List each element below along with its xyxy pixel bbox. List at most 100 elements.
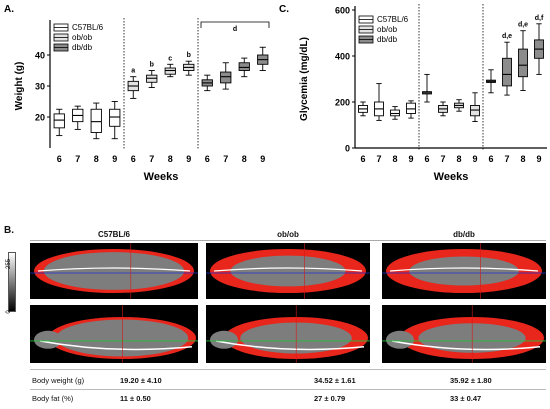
- value-c57bl6: 19.20 ± 4.10: [120, 376, 162, 385]
- significance-letter: b: [187, 52, 191, 59]
- panel-c-label: C.: [279, 4, 289, 15]
- box-dbdb-week-7: [502, 57, 512, 87]
- box-C57BL6-week-8: [90, 108, 102, 133]
- value-obob: 27 ± 0.79: [314, 394, 346, 403]
- spine: [215, 340, 365, 351]
- header-divider: [30, 240, 546, 241]
- spine: [391, 340, 541, 351]
- significance-letter: d,e: [502, 33, 512, 40]
- x-tick-label: 7: [504, 154, 509, 164]
- x-tick-label: 8: [520, 154, 525, 164]
- legend-label: C57BL/6: [377, 15, 409, 24]
- x-tick-label: 7: [223, 154, 228, 164]
- x-tick-label: 8: [242, 154, 247, 164]
- x-tick-label: 9: [112, 154, 117, 164]
- x-tick-label: 9: [408, 154, 413, 164]
- significance-letter: a: [131, 68, 135, 75]
- column-headers: C57BL/6 ob/ob db/db: [30, 230, 546, 242]
- glycemia-boxplot-chart: C. 0 200 400 600 Glycemia (mg/dL) 6 7 8 9 6 7 8 9 6 d,…: [279, 4, 547, 183]
- value-dbdb: 35.92 ± 1.80: [450, 376, 492, 385]
- value-c57bl6: 11 ± 0.50: [120, 394, 151, 403]
- legend-label: ob/ob: [72, 33, 93, 42]
- table-mid-divider: [30, 389, 546, 390]
- x-tick-label: 8: [392, 154, 397, 164]
- significance-letter: d,f: [535, 15, 544, 22]
- row-label: Body fat (%): [32, 394, 74, 403]
- x-axis-label: Weeks: [434, 171, 469, 183]
- tissue-region: [43, 252, 185, 290]
- x-tick-label: 6: [131, 154, 136, 164]
- table-top-divider: [30, 369, 546, 370]
- box-dbdb-week-7: [220, 71, 232, 84]
- ct-coronal-c57bl6: [30, 243, 198, 299]
- spine: [213, 267, 363, 272]
- panel-a-label: A.: [4, 4, 14, 15]
- weight-boxplot-chart: A. 20 30 40 Weight (g) 6 7 8 9 a 6 b 7 c 8 b 9 6 7 8 9 d Week…: [4, 4, 270, 183]
- x-tick-label: 9: [260, 154, 265, 164]
- ct-sagittal-obob: [206, 305, 370, 363]
- box-C57BL6-week-6: [53, 113, 65, 129]
- legend-label: db/db: [377, 35, 398, 44]
- row-label: Body weight (g): [32, 376, 85, 385]
- ct-sagittal-c57bl6: [30, 305, 198, 363]
- x-tick-label: 9: [186, 154, 191, 164]
- ct-coronal-obob: [206, 243, 370, 299]
- table-row-body-fat: Body fat (%) 11 ± 0.50 27 ± 0.79 33 ± 0.…: [30, 394, 546, 406]
- tissue-region: [409, 256, 519, 286]
- x-tick-label: 9: [472, 154, 477, 164]
- ct-coronal-dbdb: [382, 243, 546, 299]
- tissue-region: [230, 255, 346, 287]
- x-tick-label: 6: [424, 154, 429, 164]
- significance-bracket: [200, 21, 270, 28]
- y-tick-label: 30: [35, 82, 45, 92]
- x-tick-label: 6: [57, 154, 62, 164]
- x-tick-label: 8: [94, 154, 99, 164]
- x-tick-label: 7: [149, 154, 154, 164]
- x-tick-label: 6: [488, 154, 493, 164]
- scale-bottom-label: 0: [6, 310, 12, 314]
- box-C57BL6-week-8: [390, 109, 400, 117]
- value-obob: 34.52 ± 1.61: [314, 376, 356, 385]
- x-tick-label: 9: [536, 154, 541, 164]
- significance-letter: b: [150, 62, 154, 69]
- x-tick-label: 8: [456, 154, 461, 164]
- column-header-obob: ob/ob: [277, 230, 299, 239]
- significance-letter: c: [168, 55, 172, 62]
- column-header-c57bl6: C57BL/6: [97, 230, 130, 239]
- box-dbdb-week-8: [238, 62, 250, 71]
- head-region: [210, 330, 238, 349]
- y-tick-label: 20: [35, 113, 45, 123]
- x-tick-label: 7: [376, 154, 381, 164]
- x-axis-label: Weeks: [144, 171, 179, 183]
- grayscale-bar: [8, 252, 16, 312]
- y-axis-label: Glycemia (mg/dL): [299, 37, 310, 121]
- head-region: [34, 330, 62, 349]
- table-row-body-weight: Body weight (g) 19.20 ± 4.10 34.52 ± 1.6…: [30, 376, 546, 388]
- grayscale-labels: 255 0: [6, 258, 12, 314]
- ct-sagittal-dbdb: [382, 305, 546, 363]
- spine: [39, 340, 193, 351]
- head-region: [386, 330, 414, 349]
- x-tick-label: 6: [360, 154, 365, 164]
- significance-letter: d: [233, 26, 237, 33]
- y-tick-label: 200: [335, 98, 350, 108]
- box-dbdb-week-8: [518, 48, 528, 78]
- significance-letter: d,e: [518, 22, 528, 29]
- x-tick-label: 7: [440, 154, 445, 164]
- scale-top-label: 255: [6, 258, 12, 269]
- legend-label: ob/ob: [377, 25, 398, 34]
- legend-label: db/db: [72, 43, 93, 52]
- spine: [389, 267, 539, 272]
- y-tick-label: 0: [345, 144, 350, 154]
- box-obob-week-9: [470, 104, 480, 117]
- y-axis-label: Weight (g): [14, 62, 25, 111]
- y-tick-label: 400: [335, 52, 350, 62]
- y-tick-label: 40: [35, 51, 45, 61]
- value-dbdb: 33 ± 0.47: [450, 394, 482, 403]
- legend-label: C57BL/6: [72, 23, 104, 32]
- box-C57BL6-week-9: [109, 108, 121, 127]
- x-tick-label: 6: [205, 154, 210, 164]
- box-C57BL6-week-9: [406, 102, 416, 114]
- spine: [37, 267, 191, 272]
- column-header-dbdb: db/db: [453, 230, 475, 239]
